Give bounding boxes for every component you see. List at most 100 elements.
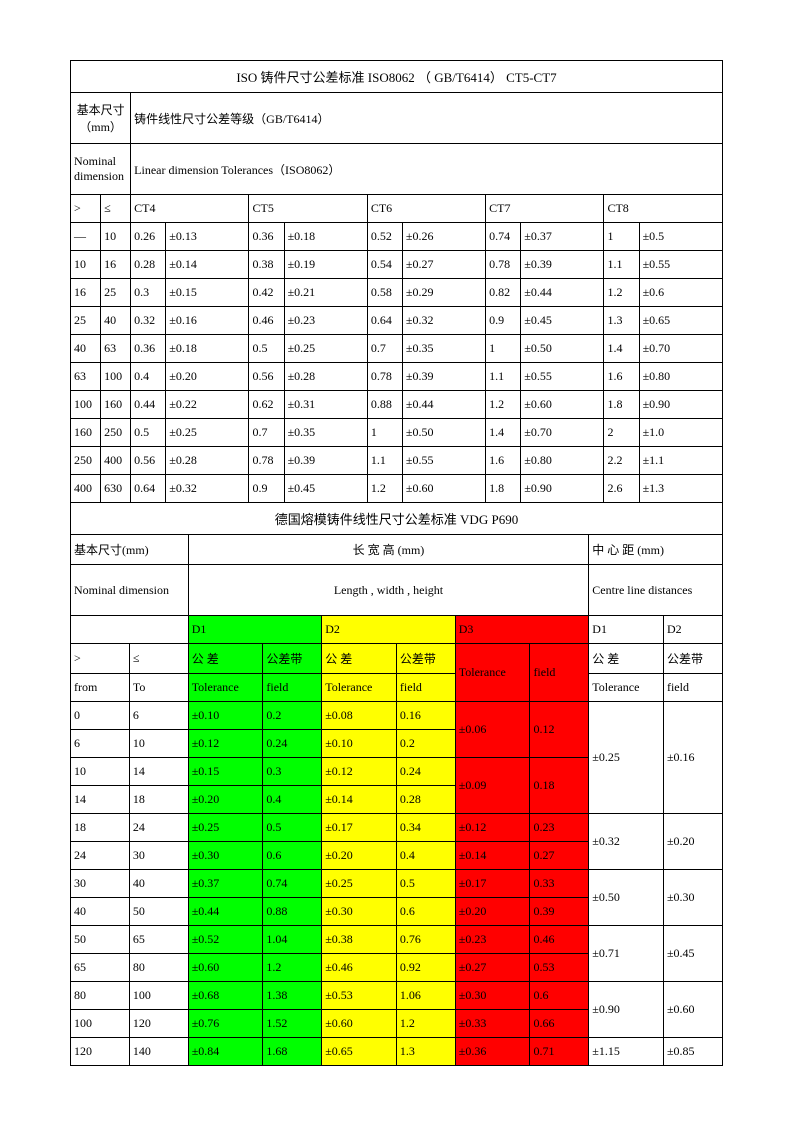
page: ISO 铸件尺寸公差标准 ISO8062 （ GB/T6414） CT5-CT7… [0,0,793,1096]
table-cell: 0.88 [263,898,322,926]
table-cell: 18 [129,786,188,814]
table-cell: 1.6 [604,363,639,391]
table-cell: 1.3 [604,307,639,335]
table-cell: ±0.44 [521,279,604,307]
table-cell: ±0.23 [284,307,367,335]
cell: 公 差 [589,644,664,674]
t1-basic-en: Nominal dimension [71,144,131,195]
table-cell: 0.74 [486,223,521,251]
table-cell: ±0.44 [402,391,485,419]
t1-lte: ≤ [101,195,131,223]
table-cell: 50 [129,898,188,926]
table-cell: 25 [101,279,131,307]
table-cell: ±0.50 [589,870,664,926]
table-cell: ±0.60 [322,1010,397,1038]
table-cell: ±0.55 [639,251,722,279]
cell: 公 差 [322,644,397,674]
table-cell: 0.34 [396,814,455,842]
table-cell: 0.3 [131,279,166,307]
table-cell: ±0.50 [402,419,485,447]
table-cell: 0.6 [396,898,455,926]
t2-center-cn: 中 心 距 (mm) [589,535,723,565]
table-cell: 40 [101,307,131,335]
t2-lte: ≤ [129,644,188,674]
cell: field [263,674,322,702]
table-cell: ±0.53 [322,982,397,1010]
table-cell: 0.52 [367,223,402,251]
table-cell: ±0.60 [188,954,263,982]
table-cell: 1 [486,335,521,363]
cell: Tolerance [589,674,664,702]
table-cell: ±0.68 [188,982,263,1010]
table-cell: 63 [101,335,131,363]
table-cell: 1.6 [486,447,521,475]
table-cell: 0.78 [486,251,521,279]
t1-h3: CT7 [486,195,604,223]
table-cell: 0.12 [530,702,589,758]
table-cell: ±0.20 [322,842,397,870]
table-cell: ±0.16 [166,307,249,335]
table-cell: 630 [101,475,131,503]
table-cell: ±0.30 [322,898,397,926]
table-cell: ±0.20 [663,814,722,870]
t1-gt: > [71,195,101,223]
table-cell: 0.5 [263,814,322,842]
table-cell: 0.9 [486,307,521,335]
table-cell: ±0.28 [166,447,249,475]
table-cell: 120 [129,1010,188,1038]
table-cell: 0.4 [263,786,322,814]
table-cell: 1.52 [263,1010,322,1038]
table-cell: ±0.84 [188,1038,263,1066]
table-cell: ±0.10 [322,730,397,758]
table-cell: ±0.76 [188,1010,263,1038]
table-cell: 40 [71,335,101,363]
table-cell: 0.46 [249,307,284,335]
table-cell: 40 [129,870,188,898]
table-cell: ±0.30 [455,982,530,1010]
table-cell: 0.5 [131,419,166,447]
table-cell: ±0.60 [521,391,604,419]
table-cell: ±0.39 [521,251,604,279]
table-cell: ±0.29 [402,279,485,307]
table-cell: 0.58 [367,279,402,307]
table-cell: ±0.70 [639,335,722,363]
table-cell: 160 [101,391,131,419]
table-cell: 10 [71,251,101,279]
table-cell: ±0.90 [639,391,722,419]
table-cell: 1.3 [396,1038,455,1066]
table-cell: ±0.25 [589,702,664,814]
cell: 公差带 [263,644,322,674]
cell: 公差带 [396,644,455,674]
table-cell: 2.2 [604,447,639,475]
table-cell: ±0.32 [589,814,664,870]
table-cell: 1.2 [486,391,521,419]
t2-center-en: Centre line distances [589,565,723,616]
table-cell: 0 [71,702,130,730]
table-cell: ±0.36 [455,1038,530,1066]
t1-h1: CT5 [249,195,367,223]
table-cell: ±0.5 [639,223,722,251]
table-cell: ±0.10 [188,702,263,730]
table-cell: ±0.65 [639,307,722,335]
table-cell: ±0.32 [166,475,249,503]
t1-basic-cn: 基本尺寸（mm） [71,93,131,144]
table-cell: ±0.39 [284,447,367,475]
table-cell: 0.24 [263,730,322,758]
t2-d2c: D2 [663,616,722,644]
table-cell: ±0.14 [455,842,530,870]
table-cell: 0.42 [249,279,284,307]
table-cell: ±0.90 [521,475,604,503]
table-cell: 0.62 [249,391,284,419]
table-cell: 0.44 [131,391,166,419]
table-cell: 0.16 [396,702,455,730]
table-cell: 1.06 [396,982,455,1010]
table-cell: 1.1 [367,447,402,475]
table-cell: 0.18 [530,758,589,814]
t2-basic-cn: 基本尺寸(mm) [71,535,189,565]
t2-title: 德国熔模铸件线性尺寸公差标准 VDG P690 [71,503,723,535]
table-cell: ±0.14 [322,786,397,814]
table-cell: 1.38 [263,982,322,1010]
table-cell: 65 [71,954,130,982]
t1-title: ISO 铸件尺寸公差标准 ISO8062 （ GB/T6414） CT5-CT7 [71,61,723,93]
table-cell: 0.64 [367,307,402,335]
